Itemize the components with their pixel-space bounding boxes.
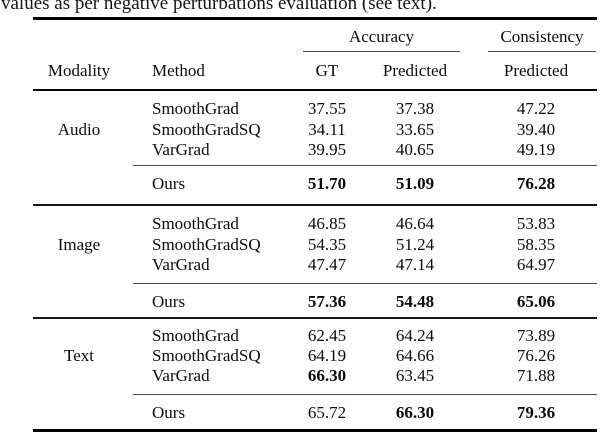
method-cell: SmoothGradSQ (152, 234, 261, 254)
predicted-value: 64.24 (395, 325, 435, 345)
predicted-value: 47.14 (395, 255, 435, 274)
modality-label: Image (57, 234, 101, 254)
predicted-value: 40.65 (395, 140, 435, 159)
gt-value: 65.72 (307, 403, 347, 422)
table-row: SmoothGrad 37.55 37.38 47.22 (33, 100, 597, 117)
table-row: Audio SmoothGradSQ 34.11 33.65 39.40 (33, 121, 597, 138)
consistency-cmidrule (488, 51, 596, 53)
modality-cell (33, 327, 125, 344)
method-cell: Ours (152, 174, 186, 193)
gt-value: 51.70 (307, 174, 347, 193)
ours-rule-text (133, 393, 597, 395)
method-cell: Ours (152, 403, 186, 422)
consistency-value: 53.83 (516, 214, 556, 233)
modality-cell (33, 100, 125, 117)
predicted-value: 51.09 (395, 174, 435, 193)
modality-cell (33, 293, 125, 310)
consistency-value: 76.26 (516, 345, 556, 365)
modality-cell (33, 367, 125, 384)
top-rule (33, 17, 597, 20)
modality-cell (33, 215, 125, 232)
method-cell: SmoothGrad (152, 214, 239, 233)
table-row: SmoothGrad 46.85 46.64 53.83 (33, 215, 597, 232)
modality-label: Text (64, 345, 94, 365)
table-row: VarGrad 47.47 47.14 64.97 (33, 256, 597, 273)
modality-cell (33, 175, 125, 192)
gt-value: 34.11 (308, 119, 346, 139)
method-cell: SmoothGrad (152, 99, 239, 118)
consistency-value: 73.89 (516, 325, 556, 345)
predicted-value: 46.64 (395, 214, 435, 233)
ours-row: Ours 65.72 66.30 79.36 (33, 404, 597, 421)
group-header-accuracy: Accuracy (348, 27, 415, 46)
gt-value: 47.47 (307, 255, 347, 274)
consistency-value: 64.97 (516, 255, 556, 274)
column-header-gt: GT (315, 60, 339, 80)
ours-rule-image (133, 282, 597, 284)
gt-value: 64.19 (307, 345, 347, 365)
predicted-value: 66.30 (395, 403, 435, 422)
table-row: Text SmoothGradSQ 64.19 64.66 76.26 (33, 347, 597, 364)
method-cell: SmoothGrad (152, 325, 239, 345)
method-cell: SmoothGradSQ (152, 119, 261, 139)
predicted-value: 64.66 (395, 345, 435, 365)
accuracy-cmidrule (303, 51, 460, 53)
group-header-consistency: Consistency (500, 27, 584, 46)
gt-value: 54.35 (307, 234, 347, 254)
table-row: Image SmoothGradSQ 54.35 51.24 58.35 (33, 236, 597, 253)
gt-value: 62.45 (307, 325, 347, 345)
consistency-value: 47.22 (516, 99, 556, 118)
ours-rule-audio (133, 164, 597, 166)
table-row: VarGrad 66.30 63.45 71.88 (33, 367, 597, 384)
predicted-value: 63.45 (395, 365, 435, 385)
consistency-value: 71.88 (516, 365, 556, 385)
method-cell: VarGrad (152, 255, 210, 274)
section-rule-audio-image (33, 204, 597, 206)
method-cell: Ours (152, 292, 186, 311)
consistency-value: 65.06 (516, 292, 556, 311)
column-header-consistency-predicted: Predicted (503, 60, 569, 80)
modality-cell (33, 404, 125, 421)
consistency-value: 79.36 (516, 403, 556, 422)
column-header-row: Modality Method GT Predicted Predicted (33, 62, 597, 79)
modality-cell (33, 256, 125, 273)
modality-cell (33, 141, 125, 158)
predicted-value: 51.24 (395, 234, 435, 254)
consistency-value: 58.35 (516, 234, 556, 254)
ours-row: Ours 57.36 54.48 65.06 (33, 293, 597, 310)
predicted-value: 54.48 (395, 292, 435, 311)
modality-label: Audio (57, 119, 101, 139)
table-row: SmoothGrad 62.45 64.24 73.89 (33, 327, 597, 344)
table-caption: values as per negative perturbations eva… (1, 0, 437, 14)
consistency-value: 76.28 (516, 174, 556, 193)
header-rule (33, 89, 597, 92)
table-row: VarGrad 39.95 40.65 49.19 (33, 141, 597, 158)
column-header-modality: Modality (47, 60, 111, 80)
consistency-value: 49.19 (516, 140, 556, 159)
gt-value: 66.30 (307, 365, 347, 385)
method-cell: SmoothGradSQ (152, 345, 261, 365)
gt-value: 46.85 (307, 214, 347, 233)
ours-row: Ours 51.70 51.09 76.28 (33, 175, 597, 192)
consistency-value: 39.40 (516, 119, 556, 139)
results-table: Accuracy Consistency Modality Method GT … (33, 17, 597, 436)
predicted-value: 33.65 (395, 119, 435, 139)
gt-value: 57.36 (307, 292, 347, 311)
predicted-value: 37.38 (395, 99, 435, 118)
section-rule-image-text (33, 317, 597, 319)
column-header-predicted: Predicted (382, 60, 448, 80)
gt-value: 37.55 (307, 99, 347, 118)
bottom-rule (33, 428, 597, 432)
gt-value: 39.95 (307, 140, 347, 159)
method-cell: VarGrad (152, 140, 210, 159)
method-cell: VarGrad (152, 365, 210, 385)
column-header-method: Method (152, 60, 205, 80)
